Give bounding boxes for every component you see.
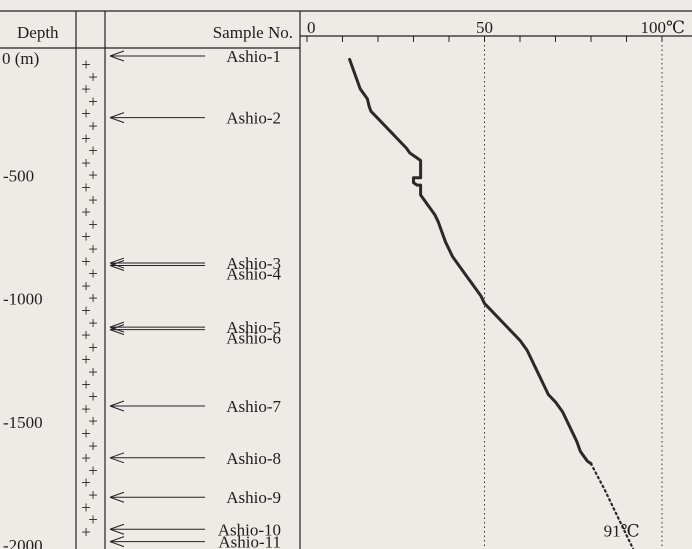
lithology-plus: +: [81, 498, 91, 517]
sample-arrow-head: [109, 452, 125, 464]
sample-arrow-head: [109, 523, 125, 535]
lithology-plus: +: [88, 264, 98, 283]
lithology-plus: +: [81, 399, 91, 418]
lithology-plus: +: [81, 424, 91, 443]
sample-label: Ashio-9: [226, 488, 281, 507]
measured-line: [348, 57, 593, 466]
x-axis: 0 50 100 ℃: [306, 18, 685, 42]
lithology-plus: +: [81, 252, 91, 271]
lithology-plus: +: [88, 387, 98, 406]
lithology-plus: +: [88, 190, 98, 209]
lithology-plus: +: [81, 522, 91, 541]
lithology-plus: +: [88, 215, 98, 234]
lithology-plus: +: [81, 227, 91, 246]
lithology-plus: +: [81, 326, 91, 345]
lithology-plus: +: [88, 486, 98, 505]
lithology-plus: +: [88, 141, 98, 160]
sample-arrow-head: [109, 400, 125, 412]
sample-arrow-head: [109, 491, 125, 503]
lithology-plus: +: [88, 436, 98, 455]
lithology-plus: +: [81, 203, 91, 222]
sample-arrow-head: [109, 50, 125, 62]
sample-label: Ashio-11: [218, 533, 281, 549]
x-tick-label: 50: [476, 18, 493, 37]
lithology-plus: +: [88, 289, 98, 308]
lithology-plus: +: [88, 313, 98, 332]
depth-tick-label: -1500: [3, 413, 43, 432]
depth-axis: 0 (m) -500 -1000 -1500 -2000: [2, 49, 43, 549]
lithology-plus: +: [88, 510, 98, 529]
depth-tick-label: -2000: [3, 536, 43, 549]
sample-label: Ashio-5: [226, 318, 281, 337]
lithology-plus: +: [81, 276, 91, 295]
lithology-plus: +: [81, 449, 91, 468]
lithology-plus: +: [88, 412, 98, 431]
annotation-label: 91℃: [604, 522, 640, 541]
sample-arrow-head: [109, 112, 125, 124]
lithology-plus: +: [88, 461, 98, 480]
sample-label: Ashio-4: [226, 265, 281, 284]
annotations: 91℃: [604, 522, 640, 541]
sample-label: Ashio-8: [226, 449, 281, 468]
lithology-plus: +: [81, 178, 91, 197]
temperature-profile: [348, 57, 635, 549]
lithology-plus: +: [81, 55, 91, 74]
gridlines: [484, 36, 663, 549]
extrapolated-line: [589, 462, 635, 549]
x-tick-label: 100: [641, 18, 667, 37]
sample-markers: Ashio-1Ashio-2Ashio-3Ashio-4Ashio-5Ashio…: [109, 47, 281, 549]
lithology-plus: +: [88, 117, 98, 136]
sample-arrow-head: [109, 260, 125, 271]
lithology-plus: +: [88, 363, 98, 382]
sample-label: Ashio-10: [218, 520, 281, 539]
lithology-plus: +: [88, 67, 98, 86]
lithology-plus: +: [81, 375, 91, 394]
lithology-plus: +: [81, 104, 91, 123]
sample-label: Ashio-2: [226, 109, 281, 128]
depth-header: Depth: [17, 23, 59, 42]
sample-arrow-head: [109, 536, 125, 548]
depth-tick-label: 0 (m): [2, 49, 39, 68]
sample-label: Ashio-7: [226, 397, 281, 416]
lithology-plus: +: [81, 80, 91, 99]
x-tick-label: 0: [307, 18, 316, 37]
lithology-plus: +: [81, 153, 91, 172]
lithology-plus: +: [88, 338, 98, 357]
sample-label: Ashio-3: [226, 254, 281, 273]
depth-tick-label: -1000: [3, 290, 43, 309]
lithology-plus: +: [81, 350, 91, 369]
depth-tick-label: -500: [3, 166, 34, 185]
sample-label: Ashio-1: [226, 47, 281, 66]
sample-arrow-head: [109, 324, 125, 336]
lithology-column: +++++++++++++++++++++++++++++++++++++++: [81, 55, 98, 541]
chart-frame: [0, 10, 692, 549]
lithology-plus: +: [88, 166, 98, 185]
lithology-plus: +: [81, 473, 91, 492]
lithology-plus: +: [81, 301, 91, 320]
sample-label: Ashio-6: [226, 329, 281, 348]
lithology-plus: +: [88, 240, 98, 259]
lithology-plus: +: [88, 92, 98, 111]
lithology-plus: +: [81, 129, 91, 148]
sample-no-header: Sample No.: [213, 23, 293, 42]
x-unit-label: ℃: [666, 18, 685, 37]
